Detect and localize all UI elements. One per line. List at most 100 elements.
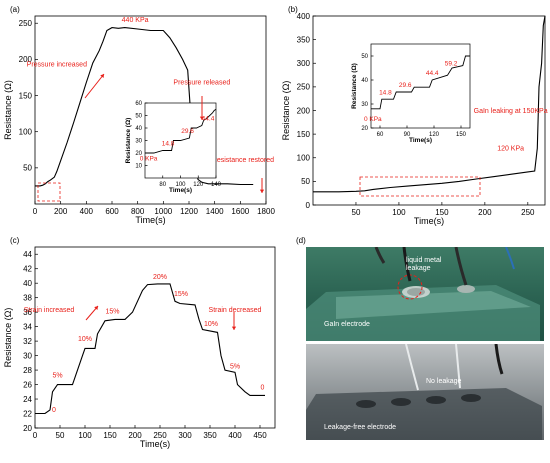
x-tick-label: 120: [193, 182, 204, 188]
y-tick-label: 30: [361, 102, 368, 108]
inset-plot-frame: [370, 43, 471, 129]
annotation-label: 120 KPa: [497, 146, 524, 153]
annotation-label: 20%: [153, 274, 167, 281]
y-tick-label: 0: [306, 201, 311, 210]
y-tick-label: 300: [297, 59, 311, 68]
y-tick-label: 30: [23, 351, 32, 360]
y-tick-label: 40: [23, 279, 32, 288]
x-tick-label: 50: [56, 431, 65, 440]
x-tick-label: 250: [153, 431, 167, 440]
photo-label-no-leakage: No leakage: [426, 378, 462, 385]
y-tick-label: 42: [23, 265, 32, 274]
inset-annotation-label: 44.4: [202, 116, 215, 123]
x-tick-label: 100: [175, 182, 186, 188]
photo-label-leakage-free-electrode: Leakage-free electrode: [324, 424, 396, 431]
x-tick-label: 350: [203, 431, 217, 440]
x-tick-label: 0: [33, 431, 38, 440]
y-tick-label: 20: [23, 424, 32, 433]
y-tick-label: 40: [135, 126, 142, 132]
y-axis-label: Resistance (Ω): [3, 80, 13, 140]
y-tick-label: 26: [23, 380, 32, 389]
y-tick-label: 50: [301, 177, 310, 186]
annotation-label: Pressure released: [173, 80, 230, 87]
plot-frame: [34, 15, 267, 205]
x-tick-label: 200: [128, 431, 142, 440]
y-tick-label: 400: [297, 12, 311, 21]
x-tick-label: 1600: [231, 207, 249, 216]
plot-frame: [34, 246, 276, 429]
photo-label-gain-electrode: GaIn electrode: [324, 321, 370, 328]
y-tick-label: 28: [23, 366, 32, 375]
y-tick-label: 50: [135, 114, 142, 120]
annotation-label: 5%: [52, 372, 62, 379]
x-tick-label: 100: [392, 208, 406, 217]
y-tick-label: 38: [23, 293, 32, 302]
y-tick-label: 32: [23, 337, 32, 346]
inset-annotation-label: 0 KPa: [364, 116, 382, 123]
y-tick-label: 10: [135, 164, 142, 170]
x-tick-label: 50: [352, 208, 361, 217]
x-tick-label: 200: [54, 207, 68, 216]
annotation-label: GaIn leaking at 150KPa: [474, 108, 548, 115]
y-axis-label: Resistance (Ω): [3, 308, 13, 368]
annotation-label: 5%: [230, 364, 240, 371]
arrow-head: [259, 189, 265, 193]
y-tick-label: 50: [23, 164, 32, 173]
annotation-label: 0: [52, 407, 56, 414]
x-tick-label: 140: [211, 182, 222, 188]
y-tick-label: 20: [361, 126, 368, 132]
x-tick-label: 400: [80, 207, 94, 216]
annotation-label: 15%: [105, 309, 119, 316]
x-tick-label: 600: [105, 207, 119, 216]
y-tick-label: 250: [19, 19, 33, 28]
y-tick-label: 50: [361, 54, 368, 60]
x-tick-label: 120: [429, 132, 440, 138]
x-tick-label: 0: [33, 207, 38, 216]
photo-bottom-leakage-free-electrode: No leakage Leakage-free electrode: [306, 344, 544, 440]
y-tick-label: 350: [297, 35, 311, 44]
annotation-label: 15%: [174, 291, 188, 298]
panel-label: (c): [10, 236, 20, 245]
x-tick-label: 250: [521, 208, 535, 217]
x-tick-label: 80: [159, 182, 166, 188]
y-tick-label: 60: [135, 101, 142, 107]
y-tick-label: 44: [23, 250, 32, 259]
series-line: [313, 15, 546, 193]
inset-x-axis-label: Time(s): [169, 187, 192, 194]
x-tick-label: 200: [478, 208, 492, 217]
y-axis-label: Resistance (Ω): [281, 81, 291, 141]
inset-y-axis-label: Resistance (Ω): [351, 63, 358, 109]
annotation-label: 440 KPa: [122, 17, 149, 24]
x-tick-label: 100: [78, 431, 92, 440]
y-tick-label: 24: [23, 395, 32, 404]
inset-y-axis-label: Resistance (Ω): [125, 118, 132, 164]
y-tick-label: 100: [297, 154, 311, 163]
arrow-head: [100, 74, 104, 78]
annotation-label: 0: [261, 385, 265, 392]
x-tick-label: 450: [253, 431, 267, 440]
zoom-region-box: [37, 182, 61, 202]
panel-label: (b): [288, 5, 298, 14]
x-tick-label: 1800: [257, 207, 275, 216]
x-tick-label: 1000: [154, 207, 172, 216]
x-tick-label: 1200: [180, 207, 198, 216]
annotation-label: 10%: [204, 321, 218, 328]
x-tick-label: 90: [404, 132, 411, 138]
y-tick-label: 40: [361, 78, 368, 84]
x-tick-label: 150: [103, 431, 117, 440]
y-tick-label: 36: [23, 308, 32, 317]
annotation-label: Pressure increased: [27, 62, 87, 69]
panel-label: (d): [296, 236, 306, 245]
x-axis-label: Time(s): [135, 215, 165, 225]
y-tick-label: 200: [297, 106, 311, 115]
y-tick-label: 20: [135, 151, 142, 157]
inset-annotation-label: 59.2: [445, 61, 458, 68]
x-tick-label: 60: [377, 132, 384, 138]
y-tick-label: 100: [19, 127, 33, 136]
annotation-label: Resistance restored: [212, 157, 274, 164]
x-tick-label: 800: [131, 207, 145, 216]
y-tick-label: 30: [135, 139, 142, 145]
series-line: [35, 283, 265, 415]
x-axis-label: Time(s): [414, 216, 444, 226]
